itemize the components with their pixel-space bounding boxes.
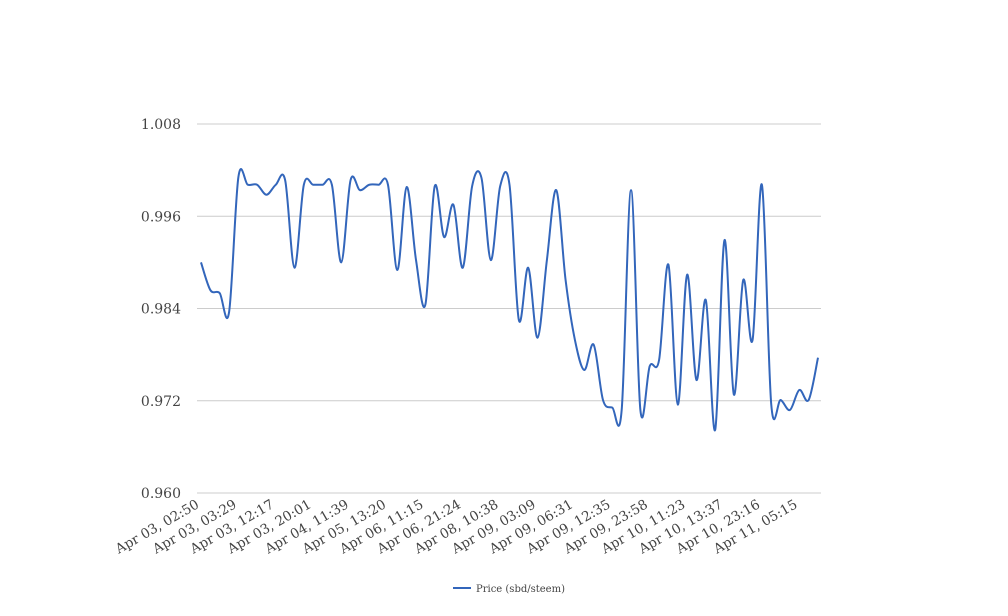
y-tick-label: 0.984	[141, 302, 181, 318]
y-tick-label: 0.960	[141, 486, 181, 502]
legend-label: Price (sbd/steem)	[476, 584, 565, 595]
y-tick-label: 0.996	[141, 209, 181, 225]
line	[200, 168, 819, 431]
y-tick-label: 0.972	[141, 394, 181, 410]
y-tick-label: 1.008	[141, 117, 181, 133]
